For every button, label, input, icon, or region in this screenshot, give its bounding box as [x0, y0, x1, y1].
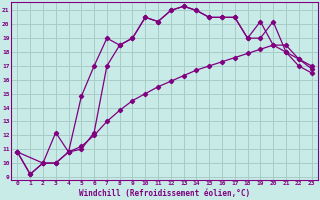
X-axis label: Windchill (Refroidissement éolien,°C): Windchill (Refroidissement éolien,°C): [79, 189, 250, 198]
